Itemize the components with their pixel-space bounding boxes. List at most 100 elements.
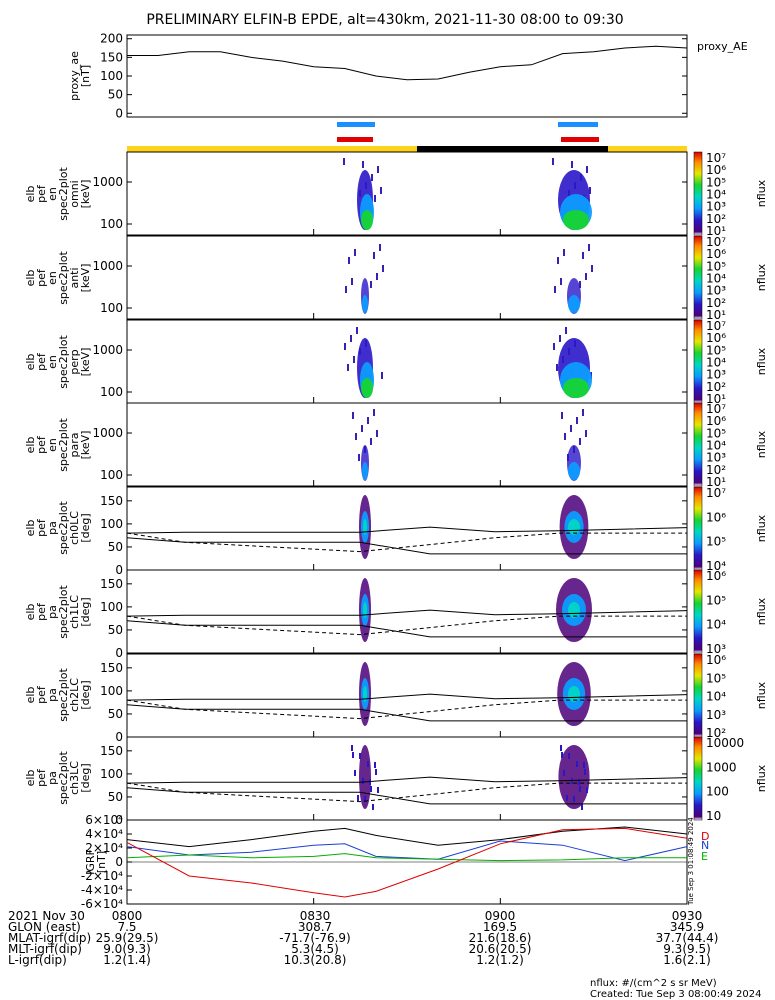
axis-row-value: 0930 (672, 909, 703, 923)
axis-row-value: 1.2(1.2) (476, 953, 524, 967)
flux-speck (370, 438, 372, 445)
flux-blob (568, 295, 580, 313)
ae-tick-label: 100 (100, 69, 123, 83)
axis-row-value: 9.3(9.5) (663, 942, 711, 956)
colorbar-tick-label: 10⁵ (706, 343, 726, 357)
panel-ylabel: pef (35, 518, 48, 537)
panel-ylabel: spec2plot (57, 251, 70, 305)
colorbar-tick-label: 10⁴ (706, 559, 726, 573)
panel-ylabel: [keV] (79, 348, 92, 377)
flux-speck (582, 409, 584, 416)
colorbar-tick-label: 10⁷ (706, 151, 726, 165)
colorbar-tick-label: 10⁵ (706, 426, 726, 440)
colorbar-tick-label: 10⁶ (706, 247, 726, 261)
axis-row-value: 0900 (485, 909, 516, 923)
panel-ylabel: elb (24, 186, 37, 203)
flux-blob (361, 210, 373, 230)
panel-ylabel: pa (46, 688, 59, 702)
y-tick-label: 100 (100, 217, 123, 231)
flux-blob (361, 378, 373, 398)
flux-blob (363, 602, 367, 618)
colorbar-tick-label: 10⁴ (706, 356, 726, 370)
panel-ylabel: elb (24, 354, 37, 371)
colorbar-tick-label: 10000 (706, 736, 744, 750)
colorbar-tick-label: 10² (706, 380, 726, 394)
igrf-line-N (126, 840, 688, 862)
panel-ylabel: spec2plot (57, 585, 70, 639)
panel-ylabel: [deg] (79, 513, 92, 542)
plot-title: PRELIMINARY ELFIN-B EPDE, alt=430km, 202… (146, 12, 623, 28)
flux-speck (361, 425, 363, 432)
flux-speck (565, 327, 567, 334)
flux-speck (364, 796, 366, 802)
panel-ylabel: omni (68, 180, 81, 207)
panel-ylabel: [deg] (79, 680, 92, 709)
colorbar-tick-label: 10³ (706, 368, 726, 382)
flux-speck (586, 166, 588, 173)
flux-speck (380, 187, 382, 194)
panel-ylabel: spec2plot (57, 335, 70, 389)
axis-row-value: 0830 (300, 909, 331, 923)
colorbar-tick-label: 10⁵ (706, 593, 726, 607)
axis-row-value: 37.7(44.4) (656, 931, 719, 945)
flux-blob (558, 745, 590, 809)
ae-tick-label: 150 (100, 50, 123, 64)
footer-created: Created: Tue Sep 3 08:00:49 2024 (590, 989, 762, 1000)
axis-row-label: MLT-igrf(dip) (8, 942, 82, 956)
panel-ylabel: [keV] (79, 264, 92, 293)
flux-speck (345, 286, 347, 293)
proxy-ae-panel: 200 150 100 50 0 proxy_AE (100, 32, 748, 121)
yellow-status-bar-left (127, 146, 417, 152)
colorbar-7: 10⁶ 10⁵ 10⁴ 10³ 10² nflux (693, 653, 768, 740)
igrf-tick-label: 4×10⁴ (85, 827, 123, 841)
axis-row-value: 1.6(2.1) (663, 953, 711, 967)
flux-speck (358, 454, 360, 461)
colorbar-tick-label: 10⁶ (706, 163, 726, 177)
colorbar-tick-label: 10¹ (706, 224, 726, 238)
igrf-tick-label: -4×10⁴ (81, 883, 123, 897)
proxy-ae-line (127, 45, 688, 81)
blue-zone-bar-1 (337, 122, 375, 127)
y-tick-label: 100 (100, 468, 123, 482)
panel-ylabel: pef (35, 602, 48, 621)
flux-speck (371, 174, 373, 181)
panel-ylabel: pa (46, 605, 59, 619)
colorbar-tick-label: 10⁵ (706, 671, 726, 685)
flux-speck (582, 252, 584, 259)
colorbar-tick-label: 10⁴ (706, 439, 726, 453)
panel-ylabel: [keV] (79, 431, 92, 460)
vertical-timestamp: Tue Sep 3 01:08:49 2024 (687, 817, 695, 906)
flux-speck (362, 161, 364, 168)
colorbar-tick-label: 10³ (706, 708, 726, 722)
legend-n: N (701, 839, 709, 852)
flux-speck (343, 158, 345, 165)
flux-speck (369, 779, 371, 785)
panel-ylabel: IGRF (84, 849, 97, 875)
flux-blob (568, 462, 580, 480)
axis-row-value: 25.9(29.5) (96, 931, 159, 945)
flux-speck (561, 752, 563, 758)
flux-speck (348, 257, 350, 264)
colorbar-tick-label: 10 (706, 809, 721, 823)
colorbar-tick-label: 10⁶ (706, 569, 726, 583)
spectrogram-panel-6: 150 100 50 0 (100, 569, 688, 660)
colorbar-tick-label: 10⁷ (706, 319, 726, 333)
flux-speck (379, 244, 381, 251)
flux-blob (362, 295, 368, 313)
flux-speck (382, 265, 384, 272)
colorbar-tick-label: 10⁶ (706, 510, 726, 524)
panel-ylabel: en (46, 271, 59, 285)
flux-speck (581, 804, 583, 810)
flux-speck (564, 433, 566, 440)
colorbar-tick-label: 100 (706, 785, 729, 799)
flux-blob (563, 210, 589, 230)
spectrogram-panel-4: 1000 100 (92, 402, 688, 487)
flux-speck (563, 249, 565, 256)
red-zone-bar-1 (337, 137, 373, 142)
colorbar-label: nflux (755, 764, 768, 792)
y-tick-label: 100 (100, 684, 123, 698)
flux-speck (359, 753, 361, 759)
colorbar-tick-label: 10¹ (706, 475, 726, 489)
